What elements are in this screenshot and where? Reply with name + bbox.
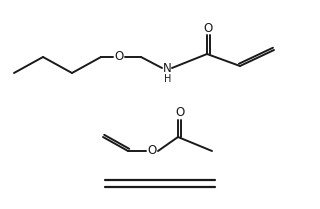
Text: O: O [148,144,156,158]
Text: N: N [163,61,172,74]
Text: O: O [114,51,124,64]
Text: H: H [164,74,172,84]
Text: O: O [204,22,213,34]
Text: O: O [175,107,184,120]
